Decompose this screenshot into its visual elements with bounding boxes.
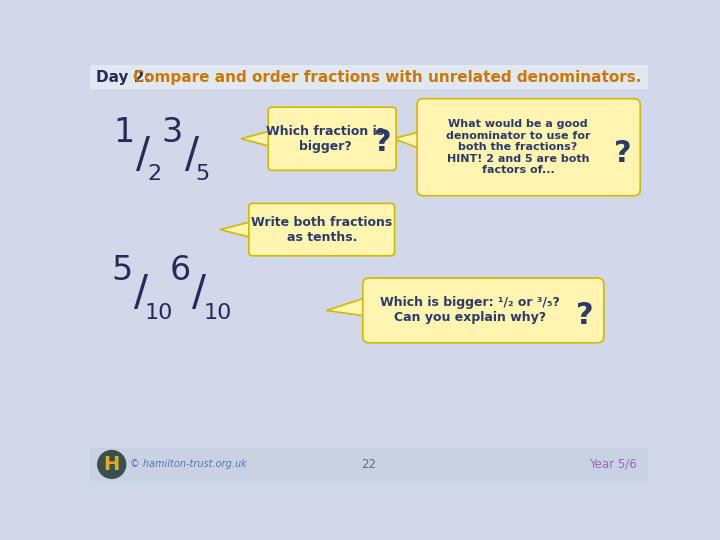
Polygon shape (326, 295, 373, 317)
Text: Year 5/6: Year 5/6 (590, 458, 637, 471)
Polygon shape (256, 222, 266, 237)
Text: /: / (184, 134, 199, 176)
Text: 5: 5 (112, 254, 132, 287)
Polygon shape (394, 130, 427, 151)
Polygon shape (220, 220, 256, 239)
FancyBboxPatch shape (417, 99, 640, 195)
Text: 2: 2 (148, 164, 161, 184)
Text: © hamilton-trust.org.uk: © hamilton-trust.org.uk (130, 460, 247, 469)
Text: ?: ? (613, 139, 631, 168)
Text: 3: 3 (162, 116, 183, 148)
Polygon shape (372, 297, 384, 315)
Bar (90, 65, 648, 90)
Bar (90, 448, 648, 481)
Text: 10: 10 (203, 303, 232, 323)
Text: 5: 5 (195, 164, 210, 184)
FancyBboxPatch shape (363, 278, 604, 343)
Text: ?: ? (577, 301, 594, 329)
Text: 1: 1 (114, 116, 135, 148)
Text: Compare and order fractions with unrelated denominators.: Compare and order fractions with unrelat… (132, 70, 641, 85)
Polygon shape (426, 131, 438, 150)
Text: What would be a good
denominator to use for
both the fractions?
HINT! 2 and 5 ar: What would be a good denominator to use … (446, 119, 590, 176)
Text: Day 2:: Day 2: (96, 70, 156, 85)
Text: Write both fractions
as tenths.: Write both fractions as tenths. (251, 215, 392, 244)
Text: 22: 22 (361, 458, 377, 471)
Text: Which is bigger: ¹/₂ or ³/₅?
Can you explain why?: Which is bigger: ¹/₂ or ³/₅? Can you exp… (379, 296, 559, 325)
Text: /: / (137, 134, 150, 176)
Polygon shape (241, 130, 276, 148)
Text: ?: ? (374, 128, 392, 157)
Text: 6: 6 (169, 254, 191, 287)
Text: Which fraction is
bigger?: Which fraction is bigger? (266, 125, 384, 153)
Polygon shape (275, 131, 286, 146)
Text: /: / (192, 273, 207, 314)
Text: /: / (134, 273, 148, 314)
Circle shape (98, 450, 126, 478)
FancyBboxPatch shape (249, 204, 395, 256)
Text: H: H (104, 455, 120, 474)
FancyBboxPatch shape (269, 107, 396, 170)
Text: 10: 10 (145, 303, 174, 323)
